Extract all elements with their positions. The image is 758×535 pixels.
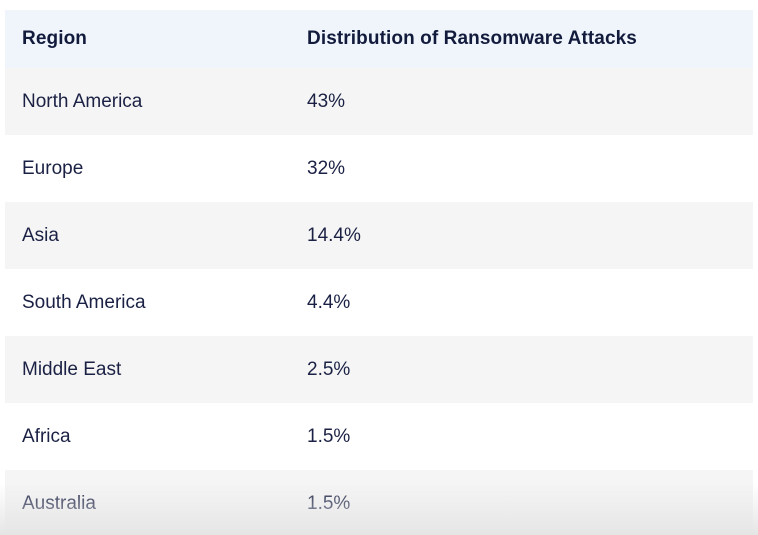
region-cell: Australia [22, 492, 96, 514]
region-cell: North America [22, 90, 143, 112]
region-cell: Europe [22, 157, 84, 179]
value-cell: 43% [307, 90, 346, 112]
ransomware-distribution-table: Region Distribution of Ransomware Attack… [5, 10, 753, 535]
table-row: Middle East 2.5% [5, 336, 753, 403]
value-cell: 2.5% [307, 358, 351, 380]
column-header-region: Region [22, 28, 87, 49]
table-row: South America 4.4% [5, 269, 753, 336]
value-cell: 14.4% [307, 224, 361, 246]
table-header-row: Region Distribution of Ransomware Attack… [5, 10, 753, 68]
region-cell: Middle East [22, 358, 122, 380]
table-row: Australia 1.5% [5, 470, 753, 535]
value-cell: 1.5% [307, 492, 351, 514]
region-cell: Asia [22, 224, 59, 246]
table-row: Asia 14.4% [5, 202, 753, 269]
table-row: North America 43% [5, 68, 753, 135]
table-row: Europe 32% [5, 135, 753, 202]
region-cell: Africa [22, 425, 71, 447]
value-cell: 1.5% [307, 425, 351, 447]
value-cell: 4.4% [307, 291, 351, 313]
column-header-distribution: Distribution of Ransomware Attacks [307, 28, 637, 49]
region-cell: South America [22, 291, 146, 313]
table-row: Africa 1.5% [5, 403, 753, 470]
value-cell: 32% [307, 157, 346, 179]
